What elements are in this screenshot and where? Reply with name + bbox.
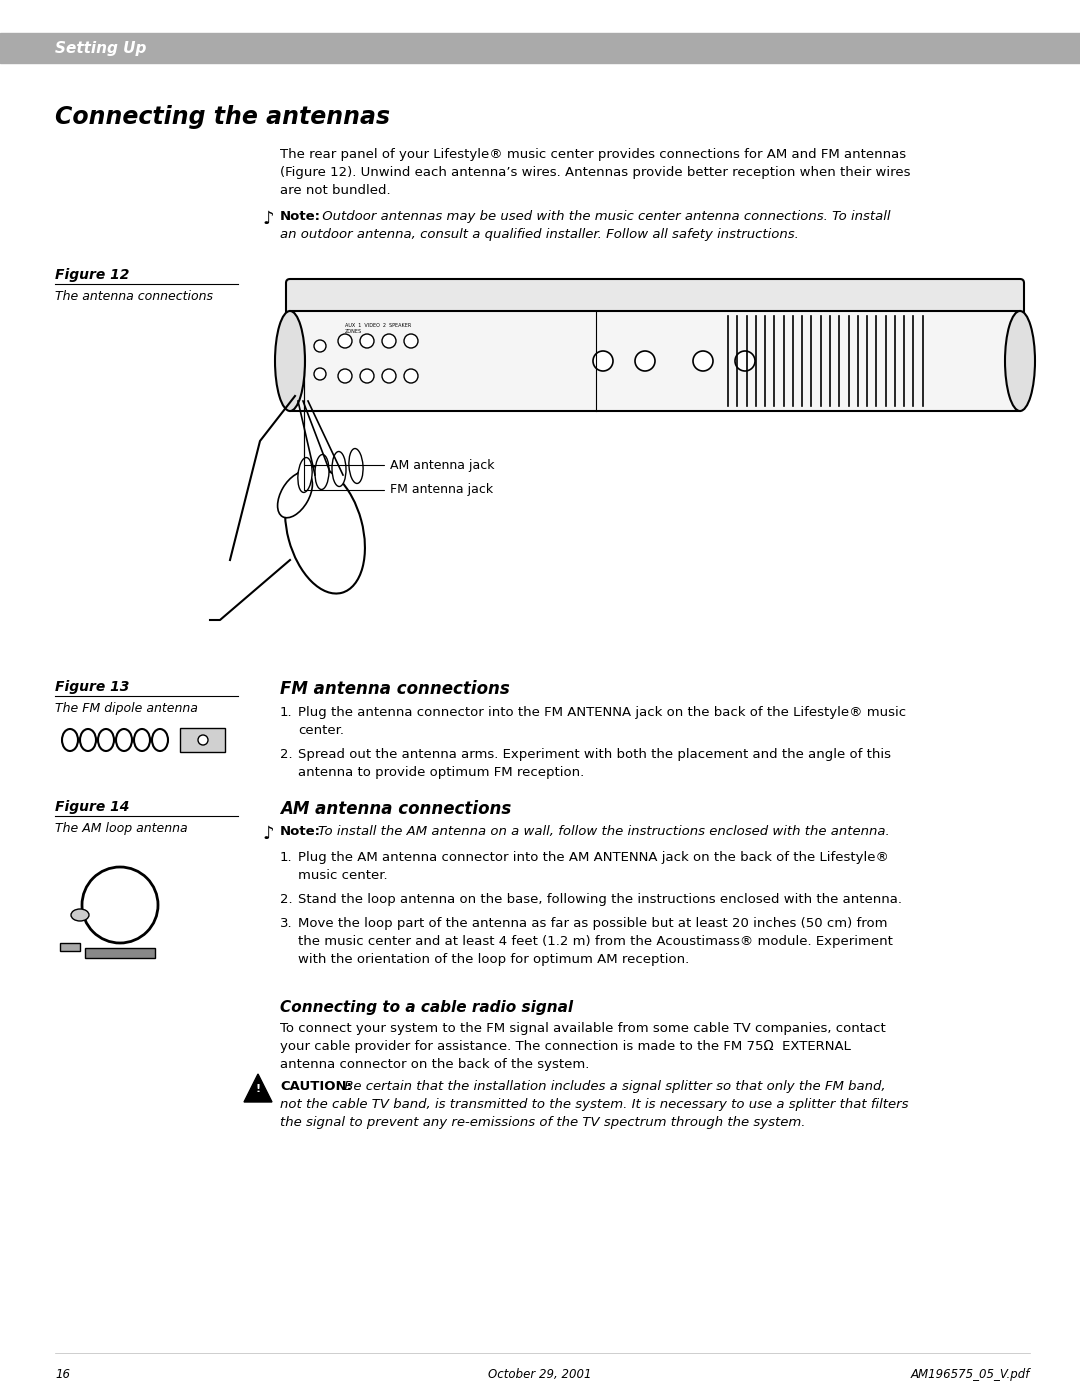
Text: AUX  1  VIDEO  2  SPEAKER
ZONES: AUX 1 VIDEO 2 SPEAKER ZONES: [345, 323, 411, 334]
Text: Move the loop part of the antenna as far as possible but at least 20 inches (50 : Move the loop part of the antenna as far…: [298, 916, 888, 930]
Ellipse shape: [315, 454, 329, 489]
Ellipse shape: [278, 472, 312, 518]
Circle shape: [82, 868, 158, 943]
Circle shape: [338, 369, 352, 383]
Circle shape: [735, 351, 755, 372]
Text: Spread out the antenna arms. Experiment with both the placement and the angle of: Spread out the antenna arms. Experiment …: [298, 747, 891, 761]
Bar: [60, 943, 80, 951]
Text: AM antenna jack: AM antenna jack: [303, 344, 495, 472]
Ellipse shape: [134, 729, 150, 752]
Circle shape: [693, 351, 713, 372]
Text: FM antenna connections: FM antenna connections: [280, 680, 510, 698]
Text: 2.: 2.: [280, 893, 293, 907]
Ellipse shape: [80, 729, 96, 752]
Text: the music center and at least 4 feet (1.2 m) from the Acoustimass® module. Exper: the music center and at least 4 feet (1.…: [298, 935, 893, 949]
Text: not the cable TV band, is transmitted to the system. It is necessary to use a sp: not the cable TV band, is transmitted to…: [280, 1098, 908, 1111]
Circle shape: [314, 367, 326, 380]
Ellipse shape: [71, 909, 89, 921]
Ellipse shape: [1005, 312, 1035, 411]
Bar: [0, 34, 1080, 63]
Text: Figure 13: Figure 13: [55, 680, 130, 694]
Circle shape: [314, 339, 326, 352]
Text: 1.: 1.: [280, 705, 293, 719]
Circle shape: [382, 334, 396, 348]
Text: 2.: 2.: [280, 747, 293, 761]
Bar: [180, 728, 225, 752]
Text: The AM loop antenna: The AM loop antenna: [55, 821, 188, 835]
Text: 1.: 1.: [280, 851, 293, 863]
Polygon shape: [244, 1074, 272, 1102]
Text: Plug the AM antenna connector into the AM ANTENNA jack on the back of the Lifest: Plug the AM antenna connector into the A…: [298, 851, 889, 863]
Text: To install the AM antenna on a wall, follow the instructions enclosed with the a: To install the AM antenna on a wall, fol…: [318, 826, 890, 838]
Ellipse shape: [332, 451, 346, 486]
Bar: [291, 312, 1020, 411]
Text: Plug the antenna connector into the FM ANTENNA jack on the back of the Lifestyle: Plug the antenna connector into the FM A…: [298, 705, 906, 719]
Text: Setting Up: Setting Up: [55, 41, 147, 56]
Ellipse shape: [349, 448, 363, 483]
Text: Stand the loop antenna on the base, following the instructions enclosed with the: Stand the loop antenna on the base, foll…: [298, 893, 902, 907]
Ellipse shape: [152, 729, 168, 752]
Text: AM196575_05_V.pdf: AM196575_05_V.pdf: [910, 1368, 1030, 1382]
Text: ♪: ♪: [262, 826, 273, 842]
Text: (Figure 12). Unwind each antenna’s wires. Antennas provide better reception when: (Figure 12). Unwind each antenna’s wires…: [280, 166, 910, 179]
Text: music center.: music center.: [298, 869, 388, 882]
Text: with the orientation of the loop for optimum AM reception.: with the orientation of the loop for opt…: [298, 953, 689, 965]
Ellipse shape: [62, 729, 78, 752]
Text: The antenna connections: The antenna connections: [55, 291, 213, 303]
Circle shape: [635, 351, 654, 372]
Circle shape: [382, 369, 396, 383]
Text: antenna to provide optimum FM reception.: antenna to provide optimum FM reception.: [298, 766, 584, 780]
Circle shape: [360, 369, 374, 383]
Text: FM antenna jack: FM antenna jack: [303, 370, 494, 496]
Text: antenna connector on the back of the system.: antenna connector on the back of the sys…: [280, 1058, 590, 1071]
Text: October 29, 2001: October 29, 2001: [488, 1368, 592, 1382]
Circle shape: [404, 369, 418, 383]
Text: Connecting to a cable radio signal: Connecting to a cable radio signal: [280, 1000, 573, 1016]
Text: Figure 12: Figure 12: [55, 268, 130, 282]
Text: CAUTION:: CAUTION:: [280, 1080, 352, 1092]
Ellipse shape: [116, 729, 132, 752]
Text: The FM dipole antenna: The FM dipole antenna: [55, 703, 198, 715]
Text: Note:: Note:: [280, 210, 321, 224]
Text: Be certain that the installation includes a signal splitter so that only the FM : Be certain that the installation include…: [340, 1080, 886, 1092]
Bar: [85, 949, 156, 958]
Circle shape: [593, 351, 613, 372]
Text: Outdoor antennas may be used with the music center antenna connections. To insta: Outdoor antennas may be used with the mu…: [318, 210, 891, 224]
Ellipse shape: [98, 729, 114, 752]
Ellipse shape: [285, 467, 365, 594]
Text: center.: center.: [298, 724, 345, 738]
Text: !: !: [256, 1084, 260, 1094]
Text: Note:: Note:: [280, 826, 321, 838]
FancyBboxPatch shape: [286, 279, 1024, 314]
Text: Figure 14: Figure 14: [55, 800, 130, 814]
Text: are not bundled.: are not bundled.: [280, 184, 391, 197]
Text: AM antenna connections: AM antenna connections: [280, 800, 511, 819]
Text: To connect your system to the FM signal available from some cable TV companies, : To connect your system to the FM signal …: [280, 1023, 886, 1035]
Text: ♪: ♪: [262, 210, 273, 228]
Text: 16: 16: [55, 1368, 70, 1382]
Circle shape: [360, 334, 374, 348]
Text: 3.: 3.: [280, 916, 293, 930]
Circle shape: [338, 334, 352, 348]
Ellipse shape: [275, 312, 305, 411]
Text: an outdoor antenna, consult a qualified installer. Follow all safety instruction: an outdoor antenna, consult a qualified …: [280, 228, 799, 242]
Circle shape: [404, 334, 418, 348]
Text: Connecting the antennas: Connecting the antennas: [55, 105, 390, 129]
Ellipse shape: [298, 458, 312, 493]
Circle shape: [198, 735, 208, 745]
Text: The rear panel of your Lifestyle® music center provides connections for AM and F: The rear panel of your Lifestyle® music …: [280, 148, 906, 161]
Text: your cable provider for assistance. The connection is made to the FM 75Ω  EXTERN: your cable provider for assistance. The …: [280, 1039, 851, 1053]
Text: the signal to prevent any re-emissions of the TV spectrum through the system.: the signal to prevent any re-emissions o…: [280, 1116, 806, 1129]
